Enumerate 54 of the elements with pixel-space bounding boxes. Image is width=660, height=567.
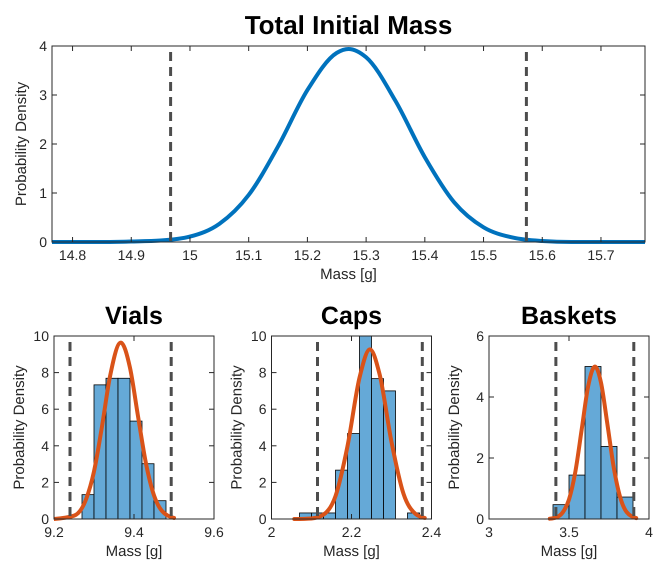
x-tick-label: 15.5 [470, 247, 498, 263]
x-tick-label: 9.6 [204, 524, 224, 540]
x-tick-label: 4 [645, 524, 654, 540]
y-tick-label: 4 [39, 38, 48, 54]
x-tick-label: 15.6 [528, 247, 556, 263]
y-axis-title: Probability Density [13, 81, 30, 206]
x-axis-title: Mass [g] [106, 543, 162, 560]
x-axis-title: Mass [g] [323, 543, 380, 560]
chart-title: Baskets [521, 302, 617, 330]
y-tick-label: 2 [41, 474, 50, 490]
y-tick-label: 6 [258, 401, 267, 418]
x-tick-label: 15.7 [587, 247, 615, 263]
y-axis-title: Probability Density [228, 364, 246, 490]
y-tick-label: 1 [39, 185, 48, 201]
y-tick-label: 4 [476, 389, 484, 405]
y-axis-title: Probability Density [446, 364, 463, 490]
line-series [52, 46, 645, 244]
y-tick-label: 0 [41, 511, 50, 527]
y-tick-label: 3 [39, 87, 48, 103]
y-tick-label: 4 [258, 438, 267, 454]
y-tick-label: 2 [476, 450, 484, 466]
x-tick-label: 2.2 [342, 524, 362, 540]
y-tick-label: 0 [258, 511, 267, 527]
y-tick-label: 6 [41, 401, 50, 418]
x-tick-label: 15.3 [352, 247, 380, 263]
x-axis-title: Mass [g] [320, 266, 377, 283]
y-tick-label: 2 [258, 474, 267, 490]
y-tick-label: 0 [476, 511, 484, 527]
chart-title: Vials [105, 302, 163, 330]
y-tick-label: 0 [39, 234, 48, 250]
x-axis-title: Mass [g] [540, 543, 598, 560]
x-tick-label: 9.4 [124, 524, 144, 540]
x-tick-label: 3.5 [559, 524, 579, 540]
y-tick-label: 8 [258, 364, 267, 381]
chart-title: Caps [320, 302, 382, 330]
x-tick-label: 9.2 [44, 524, 64, 540]
x-tick-label: 15.2 [294, 247, 322, 263]
y-tick-label: 2 [39, 136, 48, 152]
line-series [548, 364, 638, 521]
x-tick-label: 15 [182, 247, 198, 263]
y-axis-title: Probability Density [11, 364, 28, 490]
x-tick-label: 2.4 [422, 524, 442, 540]
line-series [292, 347, 427, 521]
y-tick-label: 10 [33, 328, 50, 344]
y-tick-label: 4 [41, 438, 50, 454]
x-tick-label: 15.4 [411, 247, 439, 263]
x-tick-label: 14.8 [58, 247, 86, 263]
y-tick-label: 10 [250, 328, 267, 344]
x-tick-label: 14.9 [118, 247, 146, 263]
x-tick-label: 15.1 [235, 247, 263, 263]
line-series [54, 340, 176, 521]
y-tick-label: 6 [476, 328, 484, 344]
chart-title: Total Initial Mass [244, 10, 452, 40]
y-tick-label: 8 [41, 364, 50, 381]
